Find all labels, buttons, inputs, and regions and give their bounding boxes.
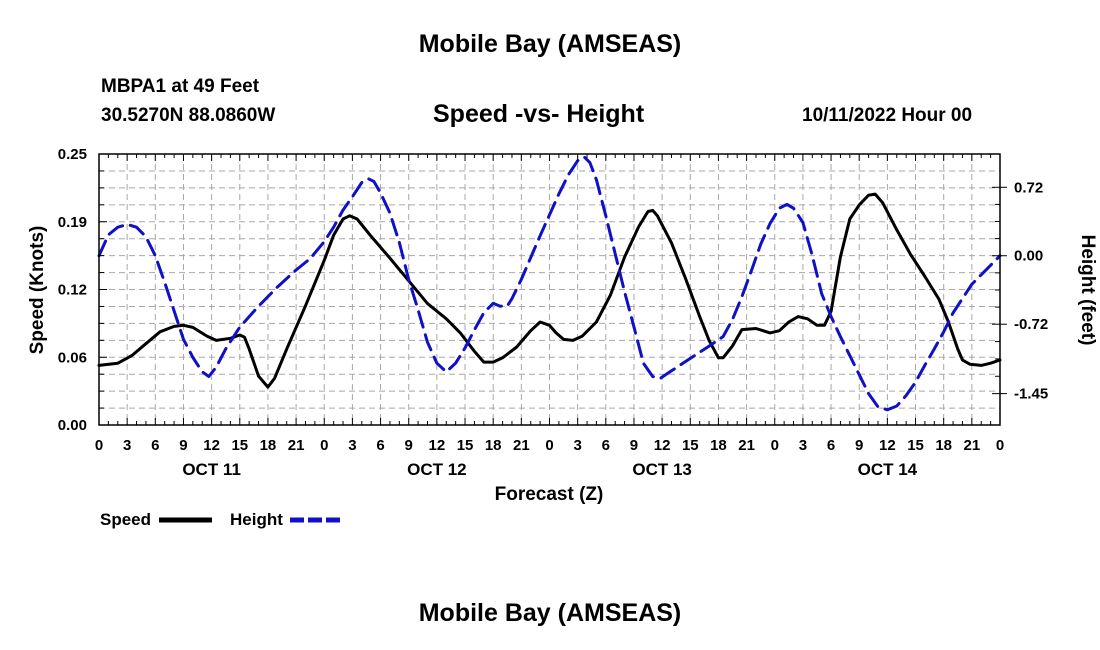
y-tick-label: 0.00 — [58, 417, 87, 434]
station-label: MBPA1 at 49 Feet — [101, 76, 260, 97]
coordinates-label: 30.5270N 88.0860W — [101, 105, 276, 126]
tick-labels: 0 3 6 9 12 15 18 21 0 3 6 9 12 15 18 21 0 3 6 9 12 15 18 21 0 3 6 9… — [58, 146, 1048, 479]
date-label: OCT 14 — [858, 460, 918, 479]
chart-title: Mobile Bay (AMSEAS) — [418, 30, 682, 58]
x-tick-label: 6 — [376, 437, 384, 454]
x-tick-label: 18 — [710, 437, 727, 454]
forecast-timestamp: 10/11/2022 Hour 00 — [802, 105, 973, 126]
x-tick-label: 21 — [513, 437, 530, 454]
legend: Speed Height — [100, 510, 343, 529]
y-tick-label: 0.12 — [58, 282, 87, 299]
y2-axis-label: Height (feet) — [1077, 235, 1098, 346]
x-tick-label: 9 — [630, 437, 638, 454]
y2-tick-label: 0.00 — [1014, 248, 1043, 265]
x-tick-label: 9 — [855, 437, 863, 454]
x-tick-label: 6 — [602, 437, 610, 454]
series — [97, 155, 1002, 412]
x-tick-label: 12 — [203, 437, 220, 454]
x-tick-label: 6 — [827, 437, 835, 454]
x-tick-label: 3 — [573, 437, 581, 454]
footer-title: Mobile Bay (AMSEAS) — [418, 599, 682, 627]
x-tick-label: 9 — [179, 437, 187, 454]
y2-tick-label: -0.72 — [1014, 316, 1048, 333]
plot-frame — [98, 153, 1001, 426]
x-tick-label: 12 — [879, 437, 896, 454]
chart-subtitle: Speed -vs- Height — [433, 100, 645, 128]
x-tick-label: 15 — [907, 437, 924, 454]
x-tick-label: 18 — [485, 437, 502, 454]
x-tick-label: 6 — [151, 437, 159, 454]
series-line-height — [97, 155, 1002, 412]
x-tick-label: 3 — [348, 437, 356, 454]
x-tick-label: 9 — [405, 437, 413, 454]
x-tick-label: 12 — [429, 437, 446, 454]
grid — [99, 154, 1000, 425]
y-tick-label: 0.06 — [58, 349, 87, 366]
date-label: OCT 13 — [632, 460, 692, 479]
x-tick-label: 0 — [95, 437, 103, 454]
axes — [98, 153, 1007, 426]
y-tick-label: 0.25 — [58, 146, 87, 163]
date-label: OCT 11 — [182, 460, 241, 479]
x-axis-label: Forecast (Z) — [495, 484, 604, 505]
legend-item-speed: Speed — [100, 510, 212, 529]
legend-height-label: Height — [230, 510, 283, 529]
x-tick-label: 18 — [260, 437, 277, 454]
x-tick-label: 3 — [123, 437, 131, 454]
y-tick-label: 0.19 — [58, 214, 87, 231]
x-tick-label: 3 — [799, 437, 807, 454]
x-tick-label: 21 — [964, 437, 981, 454]
date-label: OCT 12 — [407, 460, 467, 479]
x-tick-label: 15 — [457, 437, 474, 454]
x-tick-label: 21 — [288, 437, 305, 454]
x-tick-label: 0 — [320, 437, 328, 454]
y-axis-label: Speed (Knots) — [27, 226, 48, 355]
x-tick-label: 18 — [935, 437, 952, 454]
x-tick-label: 21 — [738, 437, 755, 454]
legend-item-height: Height — [230, 510, 343, 529]
x-tick-label: 0 — [771, 437, 779, 454]
y2-tick-label: 0.72 — [1014, 179, 1043, 196]
x-tick-label: 15 — [231, 437, 248, 454]
x-tick-label: 15 — [682, 437, 699, 454]
series-line-speed — [97, 192, 1002, 389]
x-tick-label: 0 — [545, 437, 553, 454]
y2-tick-label: -1.45 — [1014, 386, 1048, 403]
legend-speed-label: Speed — [100, 510, 151, 529]
x-tick-label: 0 — [996, 437, 1004, 454]
x-tick-label: 12 — [654, 437, 671, 454]
